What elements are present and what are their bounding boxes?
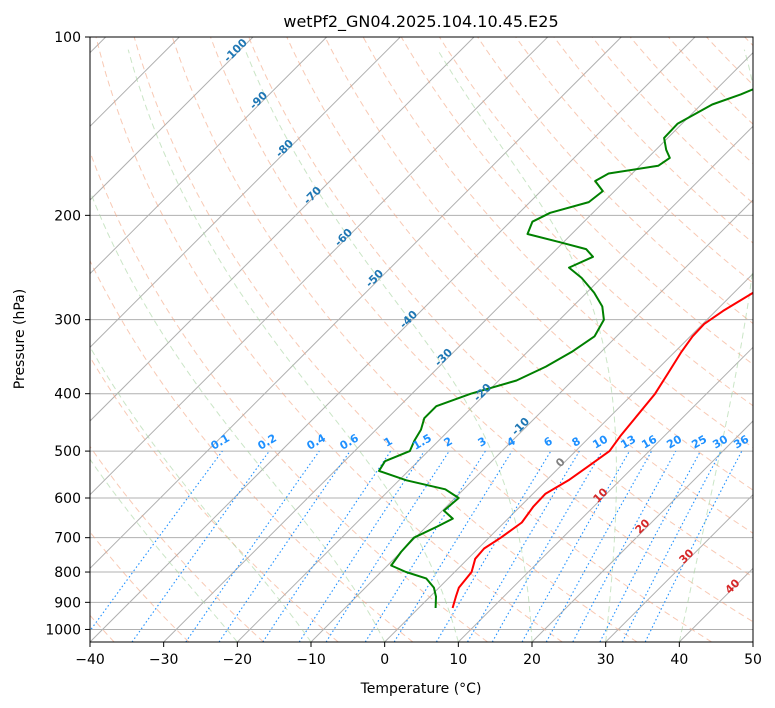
dry-adiabat-line <box>248 37 753 578</box>
y-tick-label: 1000 <box>45 622 81 638</box>
isotherm-line <box>90 37 696 642</box>
dry-adiabat-line <box>324 37 753 491</box>
background-lines <box>90 37 753 642</box>
mixing-ratio-line <box>185 450 320 642</box>
mixing-ratio-line <box>131 450 270 642</box>
mixing-ratio-line <box>572 450 677 642</box>
temperature-profile-line <box>451 291 753 609</box>
x-tick-label: 50 <box>744 652 762 668</box>
x-tick-label: 20 <box>523 652 541 668</box>
dry-adiabat-line <box>95 37 563 642</box>
dry-adiabat-line <box>477 37 753 325</box>
isotherm-line <box>531 420 753 642</box>
mixing-ratio-line <box>325 450 450 642</box>
mixing-ratio-line <box>467 450 580 642</box>
mixing-ratio-line <box>90 450 223 632</box>
isotherm-line <box>90 37 549 496</box>
y-axis-title: Pressure (hPa) <box>12 289 28 389</box>
isotherm-line <box>605 493 753 642</box>
dry-adiabat-line <box>400 37 753 407</box>
axis-ticks: −40 −30 −20 −10 0 10 20 30 40 50 100 200 300 400 500 60… <box>45 30 762 668</box>
isotherm-line <box>163 51 753 642</box>
y-tick-label: 200 <box>54 208 81 224</box>
isotherm-line <box>457 346 753 642</box>
dry-adiabat-line <box>515 37 753 284</box>
mixing-ratio-line <box>521 450 630 642</box>
mixing-ratio-line <box>218 450 351 642</box>
dry-adiabat-line <box>133 37 638 642</box>
moist-adiabat-line <box>127 49 459 642</box>
isotherm-line <box>90 37 328 275</box>
y-tick-label: 700 <box>54 531 81 547</box>
dry-adiabat-line <box>90 445 264 642</box>
dry-adiabat-line <box>90 259 414 642</box>
x-tick-label: 30 <box>597 652 615 668</box>
dry-adiabat-line <box>210 37 753 623</box>
moist-adiabat-line <box>244 49 533 642</box>
chart-title: wetPf2_GN04.2025.104.10.45.E25 <box>283 12 558 32</box>
plot-frame <box>89 36 754 643</box>
x-axis-title: Temperature (°C) <box>360 681 482 697</box>
x-tick-label: −30 <box>149 652 179 668</box>
moist-adiabat-line <box>90 346 312 642</box>
x-tick-label: −20 <box>223 652 253 668</box>
x-tick-label: −40 <box>75 652 105 668</box>
mixing-ratio-line <box>364 450 486 642</box>
dry-adiabat-line <box>171 37 712 642</box>
x-tick-label: 40 <box>670 652 688 668</box>
isotherm-line <box>236 125 753 642</box>
dewpoint-profile-line <box>378 88 753 609</box>
y-tick-label: 600 <box>54 491 81 507</box>
moist-adiabat-line <box>437 49 617 642</box>
dry-adiabat-line <box>629 37 753 165</box>
isotherm-line <box>384 272 753 642</box>
isotherm-line <box>90 37 475 422</box>
isotherm-line <box>90 37 254 201</box>
isotherm-line <box>90 37 401 349</box>
y-tick-label: 500 <box>54 444 81 460</box>
dry-adiabat-line <box>362 37 753 449</box>
y-tick-label: 300 <box>54 313 81 329</box>
moist-adiabat-line <box>678 49 753 642</box>
y-tick-label: 900 <box>54 595 81 611</box>
y-tick-label: 800 <box>54 565 81 581</box>
x-tick-label: 0 <box>380 652 389 668</box>
dry-adiabat-line <box>591 37 753 204</box>
y-tick-label: 400 <box>54 387 81 403</box>
mixing-ratio-line <box>393 450 513 642</box>
mixing-ratio-line <box>435 450 552 642</box>
mixing-ratio-line <box>545 450 653 642</box>
x-tick-label: −10 <box>296 652 326 668</box>
x-tick-label: 10 <box>449 652 467 668</box>
mixing-ratio-line <box>491 450 603 642</box>
isotherm-line <box>90 37 622 570</box>
profile-lines <box>378 88 753 609</box>
moist-adiabat-line <box>90 458 238 642</box>
y-tick-label: 100 <box>54 30 81 46</box>
